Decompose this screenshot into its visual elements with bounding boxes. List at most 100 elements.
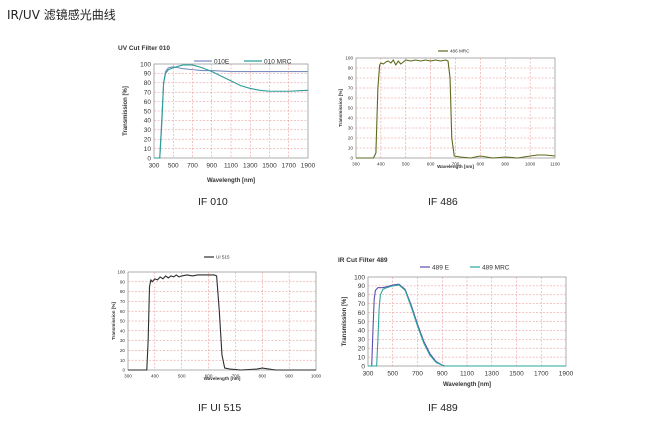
x-tick-label: 300 xyxy=(363,371,374,378)
x-tick-label: 1500 xyxy=(262,163,277,170)
x-tick-label: 800 xyxy=(477,162,485,167)
y-tick-label: 50 xyxy=(144,108,152,115)
x-tick-label: 400 xyxy=(151,374,159,379)
series-line-489-e xyxy=(368,283,566,367)
chart-if-486: 0 10 20 30 40 50 60 70 80 90 100 300 400 500 600 700 800… xyxy=(338,49,560,169)
x-tick-label: 700 xyxy=(187,163,198,170)
y-axis-label: Transmission [%] xyxy=(342,297,348,347)
y-tick-label: 30 xyxy=(144,127,152,134)
x-axis-label: Wavelength [nm] xyxy=(437,164,474,169)
y-tick-label: 70 xyxy=(120,299,126,304)
y-tick-label: 90 xyxy=(120,279,126,284)
x-axis-label: Wavelength [nm] xyxy=(443,382,491,388)
y-tick-label: 100 xyxy=(117,270,125,275)
x-tick-label: 700 xyxy=(232,374,240,379)
series-line-010-mrc xyxy=(154,64,309,159)
y-tick-label: 10 xyxy=(358,354,366,361)
legend-label: 010 MRC xyxy=(264,58,292,65)
x-tick-label: 1900 xyxy=(559,371,574,378)
caption-if-010: IF 010 xyxy=(198,196,228,208)
x-tick-label: 1300 xyxy=(243,163,258,170)
chart-title: IR Cut Filter 489 xyxy=(338,257,388,264)
series-line-486-mrc xyxy=(356,59,556,159)
legend-label: 486 MRC xyxy=(450,49,470,54)
y-tick-label: 60 xyxy=(144,99,152,106)
x-tick-label: 500 xyxy=(168,163,179,170)
y-axis-label: Transmission [%] xyxy=(338,89,343,128)
legend-label: 010E xyxy=(214,58,230,65)
y-tick-label: 100 xyxy=(354,274,365,281)
x-tick-label: 600 xyxy=(205,374,213,379)
caption-if-486: IF 486 xyxy=(428,196,458,208)
chart-if-ui-515: 0 10 20 30 40 50 60 70 80 90 100 300 400 500 600 700 800… xyxy=(111,255,322,381)
x-tick-label: 900 xyxy=(437,371,448,378)
x-tick-label: 900 xyxy=(501,162,509,167)
x-tick-label: 900 xyxy=(206,163,217,170)
y-tick-label: 80 xyxy=(348,76,354,81)
y-tick-label: 30 xyxy=(120,338,126,343)
y-axis-label: Transmission [%] xyxy=(111,302,116,341)
x-tick-label: 1100 xyxy=(460,371,474,378)
y-tick-label: 70 xyxy=(358,301,366,308)
y-tick-label: 80 xyxy=(358,292,366,299)
x-tick-label: 500 xyxy=(178,374,186,379)
legend-label: 489 MRC xyxy=(482,264,510,271)
y-tick-label: 40 xyxy=(348,116,354,121)
x-tick-label: 700 xyxy=(452,162,460,167)
y-axis-label: Transmission [%] xyxy=(123,86,129,136)
x-tick-label: 400 xyxy=(377,162,385,167)
y-tick-label: 50 xyxy=(358,319,366,326)
chart-uv-cut-010: 0 10 20 30 40 50 60 70 80 90 100 300 500 700 900 1100 13… xyxy=(118,45,316,184)
caption-if-489: IF 489 xyxy=(428,402,458,414)
y-tick-label: 20 xyxy=(358,345,366,352)
y-tick-label: 0 xyxy=(147,155,151,162)
y-tick-label: 0 xyxy=(350,156,353,161)
y-tick-label: 50 xyxy=(120,319,126,324)
y-tick-label: 40 xyxy=(358,328,366,335)
y-tick-label: 20 xyxy=(120,348,126,353)
x-tick-label: 800 xyxy=(258,374,266,379)
legend-label: UI 515 xyxy=(216,255,230,260)
y-tick-label: 30 xyxy=(358,337,366,344)
x-tick-label: 1700 xyxy=(534,371,549,378)
x-tick-label: 600 xyxy=(427,162,435,167)
page-title: IR/UV 滤镜感光曲线 xyxy=(7,8,116,22)
x-tick-label: 300 xyxy=(352,162,360,167)
series-line-489-mrc xyxy=(368,284,566,367)
x-tick-label: 1100 xyxy=(224,163,238,170)
y-tick-label: 100 xyxy=(345,56,353,61)
y-tick-label: 10 xyxy=(348,146,354,151)
y-tick-label: 90 xyxy=(348,66,354,71)
y-tick-label: 50 xyxy=(348,106,354,111)
x-tick-label: 1500 xyxy=(509,371,524,378)
y-tick-label: 60 xyxy=(120,309,126,314)
y-tick-label: 80 xyxy=(120,289,126,294)
x-tick-label: 1300 xyxy=(485,371,500,378)
x-tick-label: 700 xyxy=(412,371,423,378)
y-tick-label: 20 xyxy=(348,136,354,141)
y-tick-label: 90 xyxy=(358,283,366,290)
chart-title: UV Cut Filter 010 xyxy=(118,45,170,52)
y-tick-label: 0 xyxy=(361,363,365,370)
x-tick-label: 1000 xyxy=(311,374,322,379)
y-tick-label: 70 xyxy=(348,86,354,91)
x-tick-label: 1900 xyxy=(301,163,316,170)
x-tick-label: 1000 xyxy=(525,162,536,167)
legend-label: 489 E xyxy=(432,264,450,271)
y-tick-label: 40 xyxy=(120,328,126,333)
series-line-ui-515 xyxy=(128,274,316,371)
x-tick-label: 300 xyxy=(124,374,132,379)
y-tick-label: 70 xyxy=(144,89,152,96)
y-tick-label: 100 xyxy=(140,61,151,68)
y-tick-label: 20 xyxy=(144,136,152,143)
y-tick-label: 90 xyxy=(144,71,152,78)
y-tick-label: 0 xyxy=(122,368,125,373)
y-tick-label: 10 xyxy=(120,358,126,363)
y-tick-label: 60 xyxy=(348,96,354,101)
x-tick-label: 300 xyxy=(149,163,160,170)
y-tick-label: 60 xyxy=(358,310,366,317)
y-tick-label: 30 xyxy=(348,126,354,131)
x-tick-label: 1100 xyxy=(550,162,560,167)
x-tick-label: 900 xyxy=(285,374,293,379)
